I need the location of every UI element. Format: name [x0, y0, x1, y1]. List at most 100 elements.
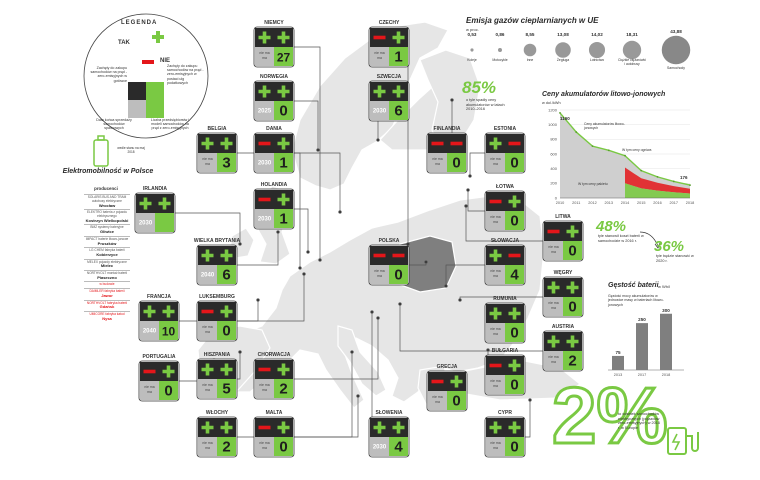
no-end-year-label: nie ma: [432, 157, 442, 161]
emission-bubble: [470, 48, 474, 52]
cash-plus-icon: [489, 307, 502, 320]
count-quadrant: [274, 153, 293, 172]
cash-plus-icon: [201, 137, 214, 150]
legend-yes: TAK: [118, 40, 130, 46]
producer-desc: DAIMLER fabryka baterii: [89, 289, 125, 294]
country-name-hiszpania: HISZPANIA: [203, 352, 231, 358]
price-point: [575, 131, 578, 133]
connector-malta: [274, 396, 359, 438]
models-count: 3: [222, 155, 230, 172]
count-quadrant: [274, 379, 293, 398]
year-quadrant: [255, 209, 274, 228]
x-tick-label: 2015: [637, 201, 645, 205]
year-quadrant: [198, 153, 217, 172]
cash-minus-icon: [143, 369, 156, 374]
emission-bubble: [622, 40, 642, 60]
end-year: 2030: [258, 161, 272, 167]
connector-dot-slowacja: [444, 284, 448, 288]
density-bar: [660, 313, 672, 370]
producer-item: SOLARIS BUS AND TRAM autobusy elektryczn…: [84, 194, 130, 209]
producer-item: w budowie: [84, 281, 130, 288]
country-name-litwa: LITWA: [555, 214, 571, 220]
density-bar: [636, 323, 648, 370]
tax-plus-icon: [220, 137, 233, 150]
no-end-year-label: nie ma: [548, 245, 558, 249]
producer-desc: UMICORE fabryka katod: [89, 311, 125, 316]
no-end-year-label: ma: [435, 400, 440, 404]
count-quadrant: [505, 375, 524, 394]
producers-label: producenci: [94, 186, 118, 191]
models-count: 0: [452, 155, 460, 172]
producer-desc: BMZ systemy bateryjne: [90, 225, 124, 230]
country-name-holandia: HOLANDIA: [260, 182, 288, 188]
tax-minus-icon: [392, 253, 405, 258]
connector-dot-malta: [356, 394, 360, 398]
producer-city: Kobierzyce: [96, 251, 118, 257]
emission-bubble: [661, 35, 691, 65]
cell-price-band: [625, 167, 690, 194]
models-count: 6: [394, 103, 402, 120]
stat-36-value: 36%: [654, 238, 685, 255]
no-end-year-label: nie ma: [548, 301, 558, 305]
models-count: 0: [394, 267, 402, 284]
tax-plus-icon: [392, 31, 405, 44]
price-point: [591, 145, 594, 148]
year-quadrant: [140, 321, 159, 340]
batteries-annotation-1: Ceny akumulatorów litowo-jonowych: [584, 122, 625, 130]
no-end-year-label: nie ma: [490, 157, 500, 161]
count-quadrant: [155, 213, 174, 232]
y-tick-label: 600: [550, 151, 557, 156]
emission-value: 0,53: [467, 32, 477, 37]
country-name-finlandia: FINLANDIA: [433, 126, 461, 132]
producer-city: Pruszków: [97, 240, 117, 246]
emission-bubble: [498, 48, 502, 52]
connector-dot-luksemburg: [302, 272, 306, 276]
country-box-francja: 2040 10: [138, 300, 180, 342]
cash-minus-icon: [547, 229, 560, 234]
country-name-belgia: BELGIA: [207, 126, 227, 132]
connector-dot-finlandia: [450, 98, 454, 102]
producer-item: NORTHVOLT montaż baterii Piaseczno: [84, 269, 130, 281]
no-end-year-label: nie ma: [202, 325, 212, 329]
connector-dot-francja: [256, 298, 260, 302]
legend-note: wedle stanu na maj 2018: [117, 146, 145, 154]
no-end-year-label: ma: [377, 56, 382, 60]
stat-85-value: 85%: [462, 78, 497, 97]
no-end-year-label: nie ma: [259, 383, 269, 387]
emission-label: Inne: [526, 58, 534, 62]
year-quadrant: [198, 321, 217, 340]
no-end-year-label: nie ma: [374, 51, 384, 55]
connector-dot-polska: [424, 260, 428, 264]
density-bar: [612, 355, 624, 370]
producer-item: DAIMLER fabryka baterii Jawor: [84, 288, 130, 299]
end-year: 2040: [143, 329, 157, 335]
country-box-wielka-brytania: 2040 6: [196, 244, 238, 286]
year-quadrant: [370, 437, 389, 456]
tax-plus-icon: [277, 31, 290, 44]
y-tick-label: 1000: [548, 122, 558, 127]
models-count: 4: [394, 439, 403, 456]
density-value-label: 75: [615, 350, 621, 355]
country-name-irlandia: IRLANDIA: [143, 186, 167, 192]
producer-city: Gdańsk: [99, 304, 115, 310]
country-box-holandia: 2030 1: [253, 188, 295, 230]
cash-plus-icon: [201, 421, 214, 434]
cash-plus-icon: [258, 31, 271, 44]
x-tick-label: 2016: [653, 201, 661, 205]
tax-plus-icon: [566, 335, 579, 348]
models-count: 0: [279, 103, 287, 120]
year-quadrant: [370, 47, 389, 66]
count-quadrant: [389, 437, 408, 456]
legend-title: LEGENDA: [121, 20, 158, 26]
x-tick-label: 2017: [670, 201, 678, 205]
models-count: 0: [510, 325, 518, 342]
tax-plus-icon: [220, 249, 233, 262]
tax-plus-icon: [566, 225, 579, 238]
country-name-estonia: ESTONIA: [493, 126, 517, 132]
models-count: 2: [279, 381, 287, 398]
charger-icon: [667, 427, 699, 455]
tax-plus-icon: [392, 421, 405, 434]
